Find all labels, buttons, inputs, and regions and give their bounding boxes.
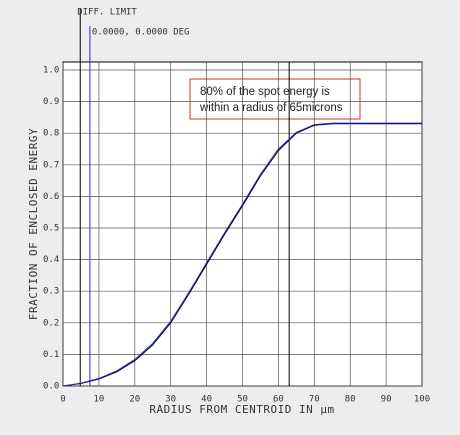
x-tick-label: 20 (129, 395, 140, 405)
x-tick-label: 80 (345, 395, 356, 405)
y-axis-label: FRACTION OF ENCLOSED ENERGY (27, 128, 40, 320)
line-series (62, 123, 422, 387)
y-tick-label: 0.0 (43, 382, 59, 392)
x-axis-label: RADIUS FROM CENTROID IN µm (149, 403, 334, 416)
line-series (62, 122, 422, 387)
y-tick-label: 0.4 (43, 255, 59, 265)
annotation: within a radius of 65microns (199, 102, 343, 114)
x-tick-label: 10 (93, 395, 104, 405)
reference-label: 0.0000, 0.0000 DEG (92, 28, 190, 38)
x-tick-label: 90 (381, 395, 392, 405)
y-tick-label: 0.5 (43, 224, 59, 234)
x-tick-label: 0 (60, 395, 65, 405)
y-tick-label: 0.7 (43, 160, 59, 170)
y-tick-label: 0.6 (43, 192, 59, 202)
y-tick-label: 0.8 (43, 129, 59, 139)
reference-label: DIFF. LIMIT (77, 8, 137, 18)
y-tick-label: 0.3 (43, 287, 59, 297)
x-tick-label: 30 (165, 395, 176, 405)
x-tick-label: 70 (309, 395, 320, 405)
x-tick-label: 60 (273, 395, 284, 405)
annotation: 80% of the spot energy is (200, 86, 330, 98)
x-tick-label: 40 (201, 395, 212, 405)
x-tick-label: 50 (237, 395, 248, 405)
y-tick-label: 0.1 (43, 350, 59, 360)
x-tick-label: 100 (414, 395, 430, 405)
y-tick-label: 0.9 (43, 97, 59, 107)
y-tick-label: 0.2 (43, 318, 59, 328)
y-tick-label: 1.0 (43, 66, 59, 76)
annotation-box (189, 78, 361, 120)
